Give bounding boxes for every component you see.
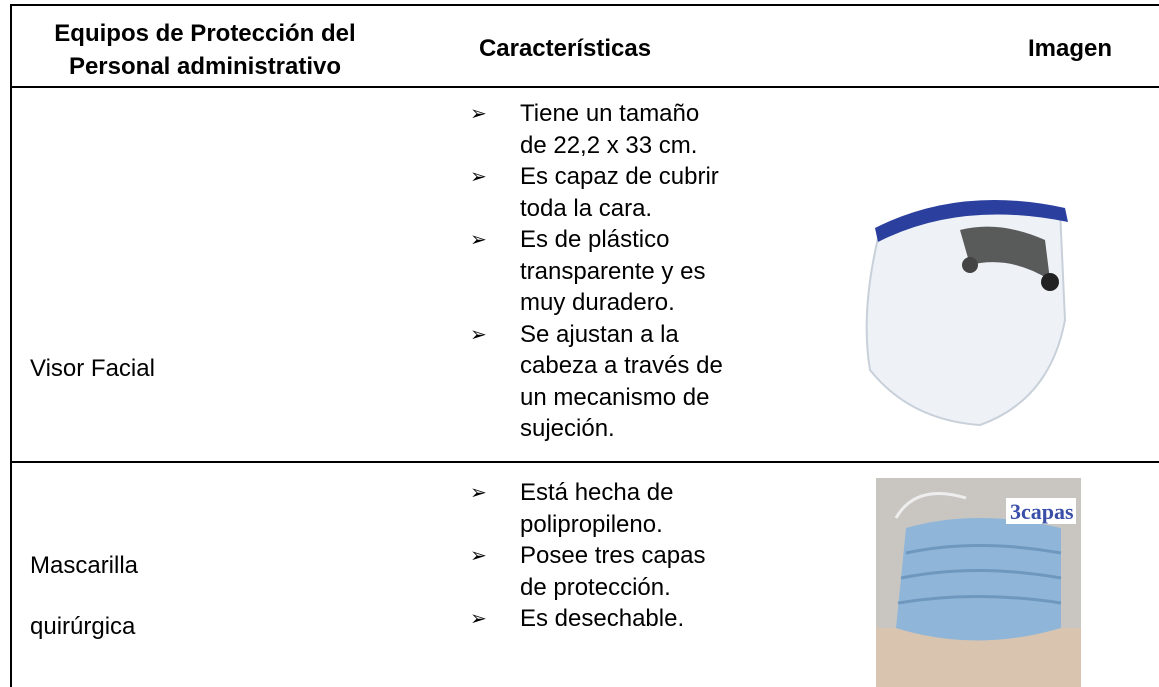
- feature: Se ajustan a la cabeza a través de un me…: [470, 319, 725, 445]
- image-label: 3capas: [1010, 499, 1074, 524]
- feature: Está hecha de polipropileno.: [470, 477, 725, 540]
- header-cell: Equipos de Protección del Personal admin…: [54, 20, 356, 80]
- header-cell: Imagen: [1028, 35, 1113, 62]
- feature: Posee tres capas de protección.: [470, 540, 725, 603]
- table-border: [10, 4, 1159, 6]
- feature: Tiene un tamaño de 22,2 x 33 cm.: [470, 98, 725, 161]
- item-cell: Visor Facial: [30, 355, 155, 382]
- feature-list: Tiene un tamaño de 22,2 x 33 cm.Es capaz…: [470, 98, 770, 445]
- table-border: [10, 5, 12, 687]
- feature-list: Está hecha de polipropileno.Posee tres c…: [470, 477, 770, 635]
- feature: Es capaz de cubrir toda la cara.: [470, 161, 725, 224]
- row-divider: [10, 86, 1159, 88]
- face-shield-image: [865, 199, 1068, 427]
- mask-image: 3capas: [876, 478, 1081, 687]
- item-cell: Mascarilla quirúrgica: [30, 552, 139, 640]
- feature: Es de plástico transparente y es muy dur…: [470, 224, 725, 319]
- feature: Es desechable.: [470, 603, 725, 635]
- header-cell: Características: [478, 35, 652, 62]
- row-divider: [10, 461, 1159, 463]
